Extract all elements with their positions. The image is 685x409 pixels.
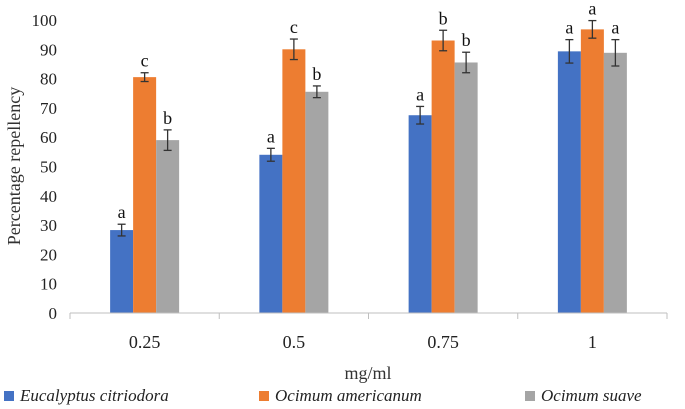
significance-label: a [267,126,275,146]
bar [557,51,581,313]
error-bar [462,51,471,74]
error-bar [611,38,620,67]
x-tick-label: 1 [588,332,597,352]
y-tick-label: 100 [32,11,58,30]
error-bar [140,72,149,83]
y-axis-title: Percentage repellency [4,87,24,245]
x-axis-ticks: 0.25 0.5 0.75 1 [69,313,668,352]
error-bar [312,85,321,99]
legend-swatch [259,391,269,401]
y-tick-label: 30 [40,216,57,235]
y-tick-label: 60 [40,128,57,147]
significance-label: a [611,18,619,38]
error-bar [588,19,597,39]
significance-label: c [141,51,149,71]
legend-swatch [4,391,14,401]
significance-label: b [163,108,172,128]
significance-label: b [462,30,471,50]
legend-item: Ocimum americanum [259,386,422,405]
significance-label: a [118,202,126,222]
bar [431,40,455,313]
legend-item: Ocimum suave [525,386,642,405]
legend: Eucalyptus citriodora Ocimum americanum Oc… [4,386,642,405]
error-bar [117,223,126,237]
significance-label: a [588,0,596,19]
x-tick-label: 0.25 [129,332,161,352]
error-bar [266,147,275,162]
x-axis-title: mg/ml [344,363,391,383]
bar [305,91,329,313]
x-tick-label: 0.5 [283,332,306,352]
y-tick-label: 40 [40,187,57,206]
legend-item: Eucalyptus citriodora [4,386,169,405]
x-tick-label: 0.75 [427,332,459,352]
error-bar [439,29,448,52]
bar [156,140,180,313]
significance-label: a [565,18,573,38]
legend-swatch [525,391,535,401]
significance-label: b [312,64,321,84]
y-tick-label: 0 [49,304,58,323]
y-tick-label: 20 [40,245,57,264]
y-tick-label: 90 [40,40,57,59]
y-axis-ticks: 0 10 20 30 40 50 60 70 80 90 100 [32,11,58,323]
bar [259,154,283,313]
error-bar [416,105,425,125]
significance-label: a [416,84,424,104]
error-bar [163,129,172,152]
y-tick-label: 10 [40,275,57,294]
y-tick-label: 70 [40,99,57,118]
bar [110,230,134,313]
significance-label: c [290,17,298,37]
error-bar [289,38,298,61]
bar [282,49,306,314]
bar [408,115,432,313]
legend-label: Eucalyptus citriodora [19,386,169,405]
legend-label: Ocimum americanum [275,386,422,405]
legend-label: Ocimum suave [541,386,642,405]
bar [580,29,604,313]
error-bar [565,38,574,64]
bar [133,77,157,313]
significance-label: b [439,8,448,28]
y-tick-label: 80 [40,70,57,89]
bar [603,52,627,313]
y-tick-label: 50 [40,158,57,177]
bar [454,62,478,313]
